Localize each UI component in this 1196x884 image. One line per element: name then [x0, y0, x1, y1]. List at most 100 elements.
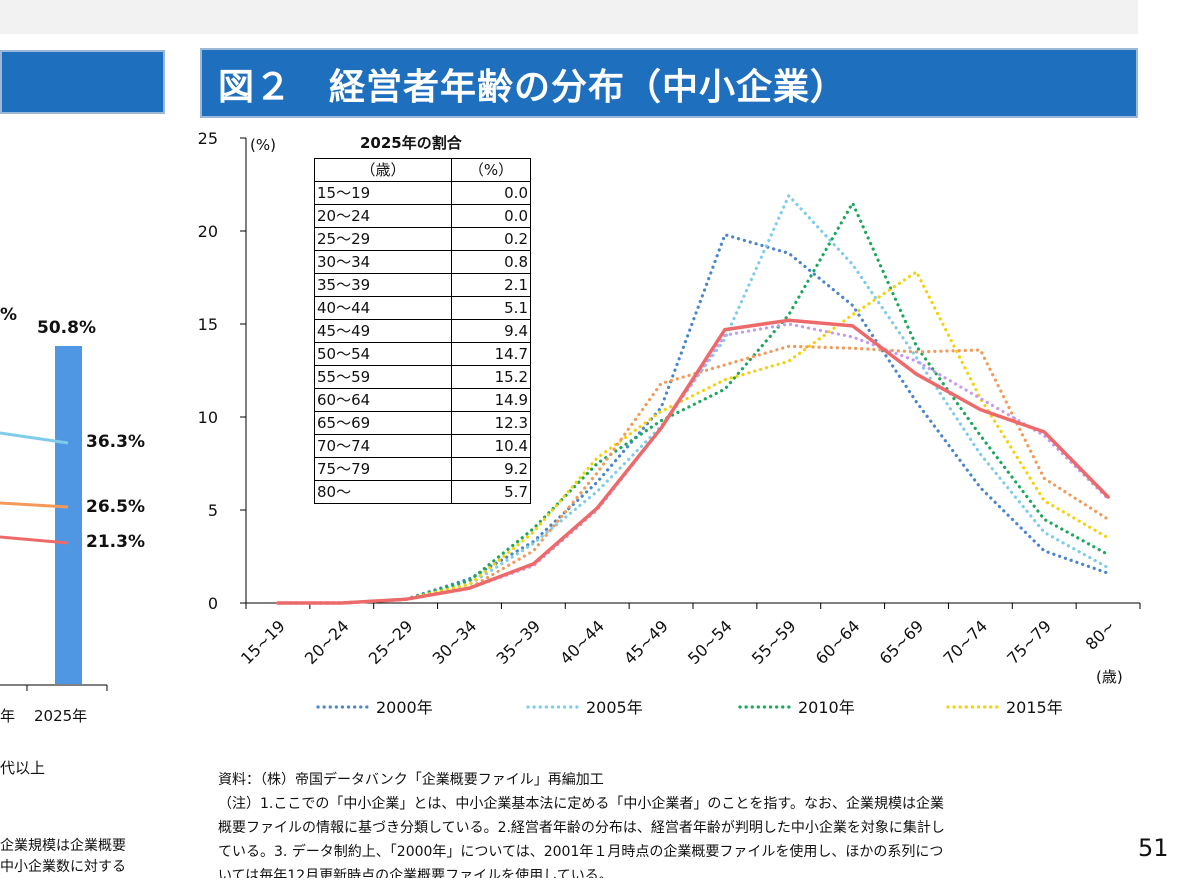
table-row: 20～24 0.0	[314, 204, 531, 228]
age-cell: 60～64	[314, 388, 452, 412]
percent-cell: 5.7	[451, 480, 531, 504]
left-chart	[0, 346, 108, 691]
age-cell: 40～44	[314, 296, 452, 320]
x-tick-label: 45~49	[620, 616, 672, 668]
percent-cell: 9.4	[451, 319, 531, 343]
left-legend-partial: 代以上	[0, 759, 46, 777]
left-note-partial-1: 企業規模は企業概要	[0, 838, 126, 854]
table-row: 45～49 9.4	[314, 319, 531, 343]
table-row: 70～74 10.4	[314, 434, 531, 458]
legend-label: 2005年	[586, 698, 643, 717]
legend-label: 2010年	[798, 698, 855, 717]
table-row: 15～19 0.0	[314, 181, 531, 205]
left-line-1	[0, 431, 69, 445]
y-tick-label: 10	[198, 408, 218, 427]
y-tick-label: 25	[198, 129, 218, 148]
table-title: 2025年の割合	[360, 134, 462, 152]
x-tick-label: 65~69	[876, 616, 928, 668]
percent-cell: 5.1	[451, 296, 531, 320]
x-tick-label: 55~59	[748, 616, 800, 668]
figure-banner: 図２ 経営者年齢の分布（中小企業）	[200, 48, 1138, 118]
x-tick-label: 75~79	[1003, 616, 1055, 668]
age-cell: 25～29	[314, 227, 452, 251]
share-table: （歳） （%） 15～19 0.0 20～24 0.0 25～29 0.2 30～34 0.8 35…	[314, 158, 531, 504]
y-axis-label: (%)	[250, 136, 276, 154]
table-row: 65～69 12.3	[314, 411, 531, 435]
percent-cell: 0.0	[451, 181, 531, 205]
table-row: 75～79 9.2	[314, 457, 531, 481]
age-cell: 15～19	[314, 181, 452, 205]
left-line-3	[0, 535, 69, 545]
age-cell: 20～24	[314, 204, 452, 228]
x-tick-label: 70~74	[939, 616, 991, 668]
age-cell: 55～59	[314, 365, 452, 389]
table-header-row: （歳） （%）	[314, 158, 531, 182]
note-line: （注）1.ここでの「中小企業」とは、中小企業基本法に定める「中小企業者」のことを…	[218, 796, 944, 812]
y-tick-label: 5	[208, 501, 218, 520]
left-bar-2025	[55, 346, 82, 684]
percent-cell: 14.9	[451, 388, 531, 412]
x-tick-label: 25~29	[365, 616, 417, 668]
table-row: 40～44 5.1	[314, 296, 531, 320]
percent-cell: 10.4	[451, 434, 531, 458]
legend-label: 2015年	[1006, 698, 1063, 717]
table-row: 80～ 5.7	[314, 480, 531, 504]
age-cell: 65～69	[314, 411, 452, 435]
x-tick-label: 40~44	[556, 616, 608, 668]
left-figure-banner	[0, 50, 165, 114]
left-bar-label: 50.8%	[37, 318, 96, 338]
legend-label: 2000年	[376, 698, 433, 717]
left-percent-label: %	[0, 305, 18, 325]
table-row: 30～34 0.8	[314, 250, 531, 274]
notes: 資料：（株）帝国データバンク「企業概要ファイル」再編加工 （注）1.ここでの「中…	[218, 768, 1098, 878]
percent-cell: 12.3	[451, 411, 531, 435]
x-tick-label: 35~39	[492, 616, 544, 668]
percent-cell: 14.7	[451, 342, 531, 366]
table-row: 50～54 14.7	[314, 342, 531, 366]
note-line: 概要ファイルの情報に基づき分類している。2.経営者年齢の分布は、経営者年齢が判明…	[218, 820, 945, 836]
left-line-2	[0, 501, 69, 509]
percent-cell: （%）	[451, 158, 531, 182]
x-tick-label: 20~24	[301, 616, 353, 668]
age-cell: （歳）	[314, 158, 452, 182]
page-number: 51	[1138, 834, 1169, 862]
table-row: 55～59 15.2	[314, 365, 531, 389]
figure-title: 図２ 経営者年齢の分布（中小企業）	[218, 67, 848, 108]
x-tick-label: 80~	[1082, 616, 1119, 653]
percent-cell: 0.8	[451, 250, 531, 274]
note-line: いては毎年12月更新時点の企業概要ファイルを使用している。	[218, 868, 613, 878]
x-tick-label: 30~34	[429, 616, 481, 668]
left-line-label-1: 36.3%	[86, 432, 145, 452]
y-tick-label: 0	[208, 594, 218, 613]
x-tick-label: 50~54	[684, 616, 736, 668]
y-tick-label: 15	[198, 315, 218, 334]
x-tick-label: 15~19	[237, 616, 289, 668]
source-note: 資料：（株）帝国データバンク「企業概要ファイル」再編加工	[218, 772, 604, 788]
left-line-label-2: 26.5%	[86, 497, 145, 517]
series-line-2025年	[276, 318, 1110, 605]
y-tick-label: 20	[198, 222, 218, 241]
x-axis-label: (歳)	[1096, 668, 1123, 686]
percent-cell: 0.2	[451, 227, 531, 251]
note-line: ている。3. データ制約上、「2000年」については、2001年１月時点の企業概…	[218, 844, 944, 860]
percent-cell: 2.1	[451, 273, 531, 297]
top-bar	[0, 0, 1138, 34]
left-note-partial-2: 中小企業数に対する	[0, 859, 126, 875]
table-row: 25～29 0.2	[314, 227, 531, 251]
left-line-label-3: 21.3%	[86, 532, 145, 552]
age-cell: 30～34	[314, 250, 452, 274]
age-cell: 75～79	[314, 457, 452, 481]
left-axis-year-partial: 年	[0, 707, 16, 725]
age-cell: 70～74	[314, 434, 452, 458]
table-row: 60～64 14.9	[314, 388, 531, 412]
percent-cell: 15.2	[451, 365, 531, 389]
percent-cell: 0.0	[451, 204, 531, 228]
age-cell: 45～49	[314, 319, 452, 343]
percent-cell: 9.2	[451, 457, 531, 481]
x-tick-label: 60~64	[812, 616, 864, 668]
age-cell: 80～	[314, 480, 452, 504]
age-cell: 50～54	[314, 342, 452, 366]
age-cell: 35～39	[314, 273, 452, 297]
table-row: 35～39 2.1	[314, 273, 531, 297]
